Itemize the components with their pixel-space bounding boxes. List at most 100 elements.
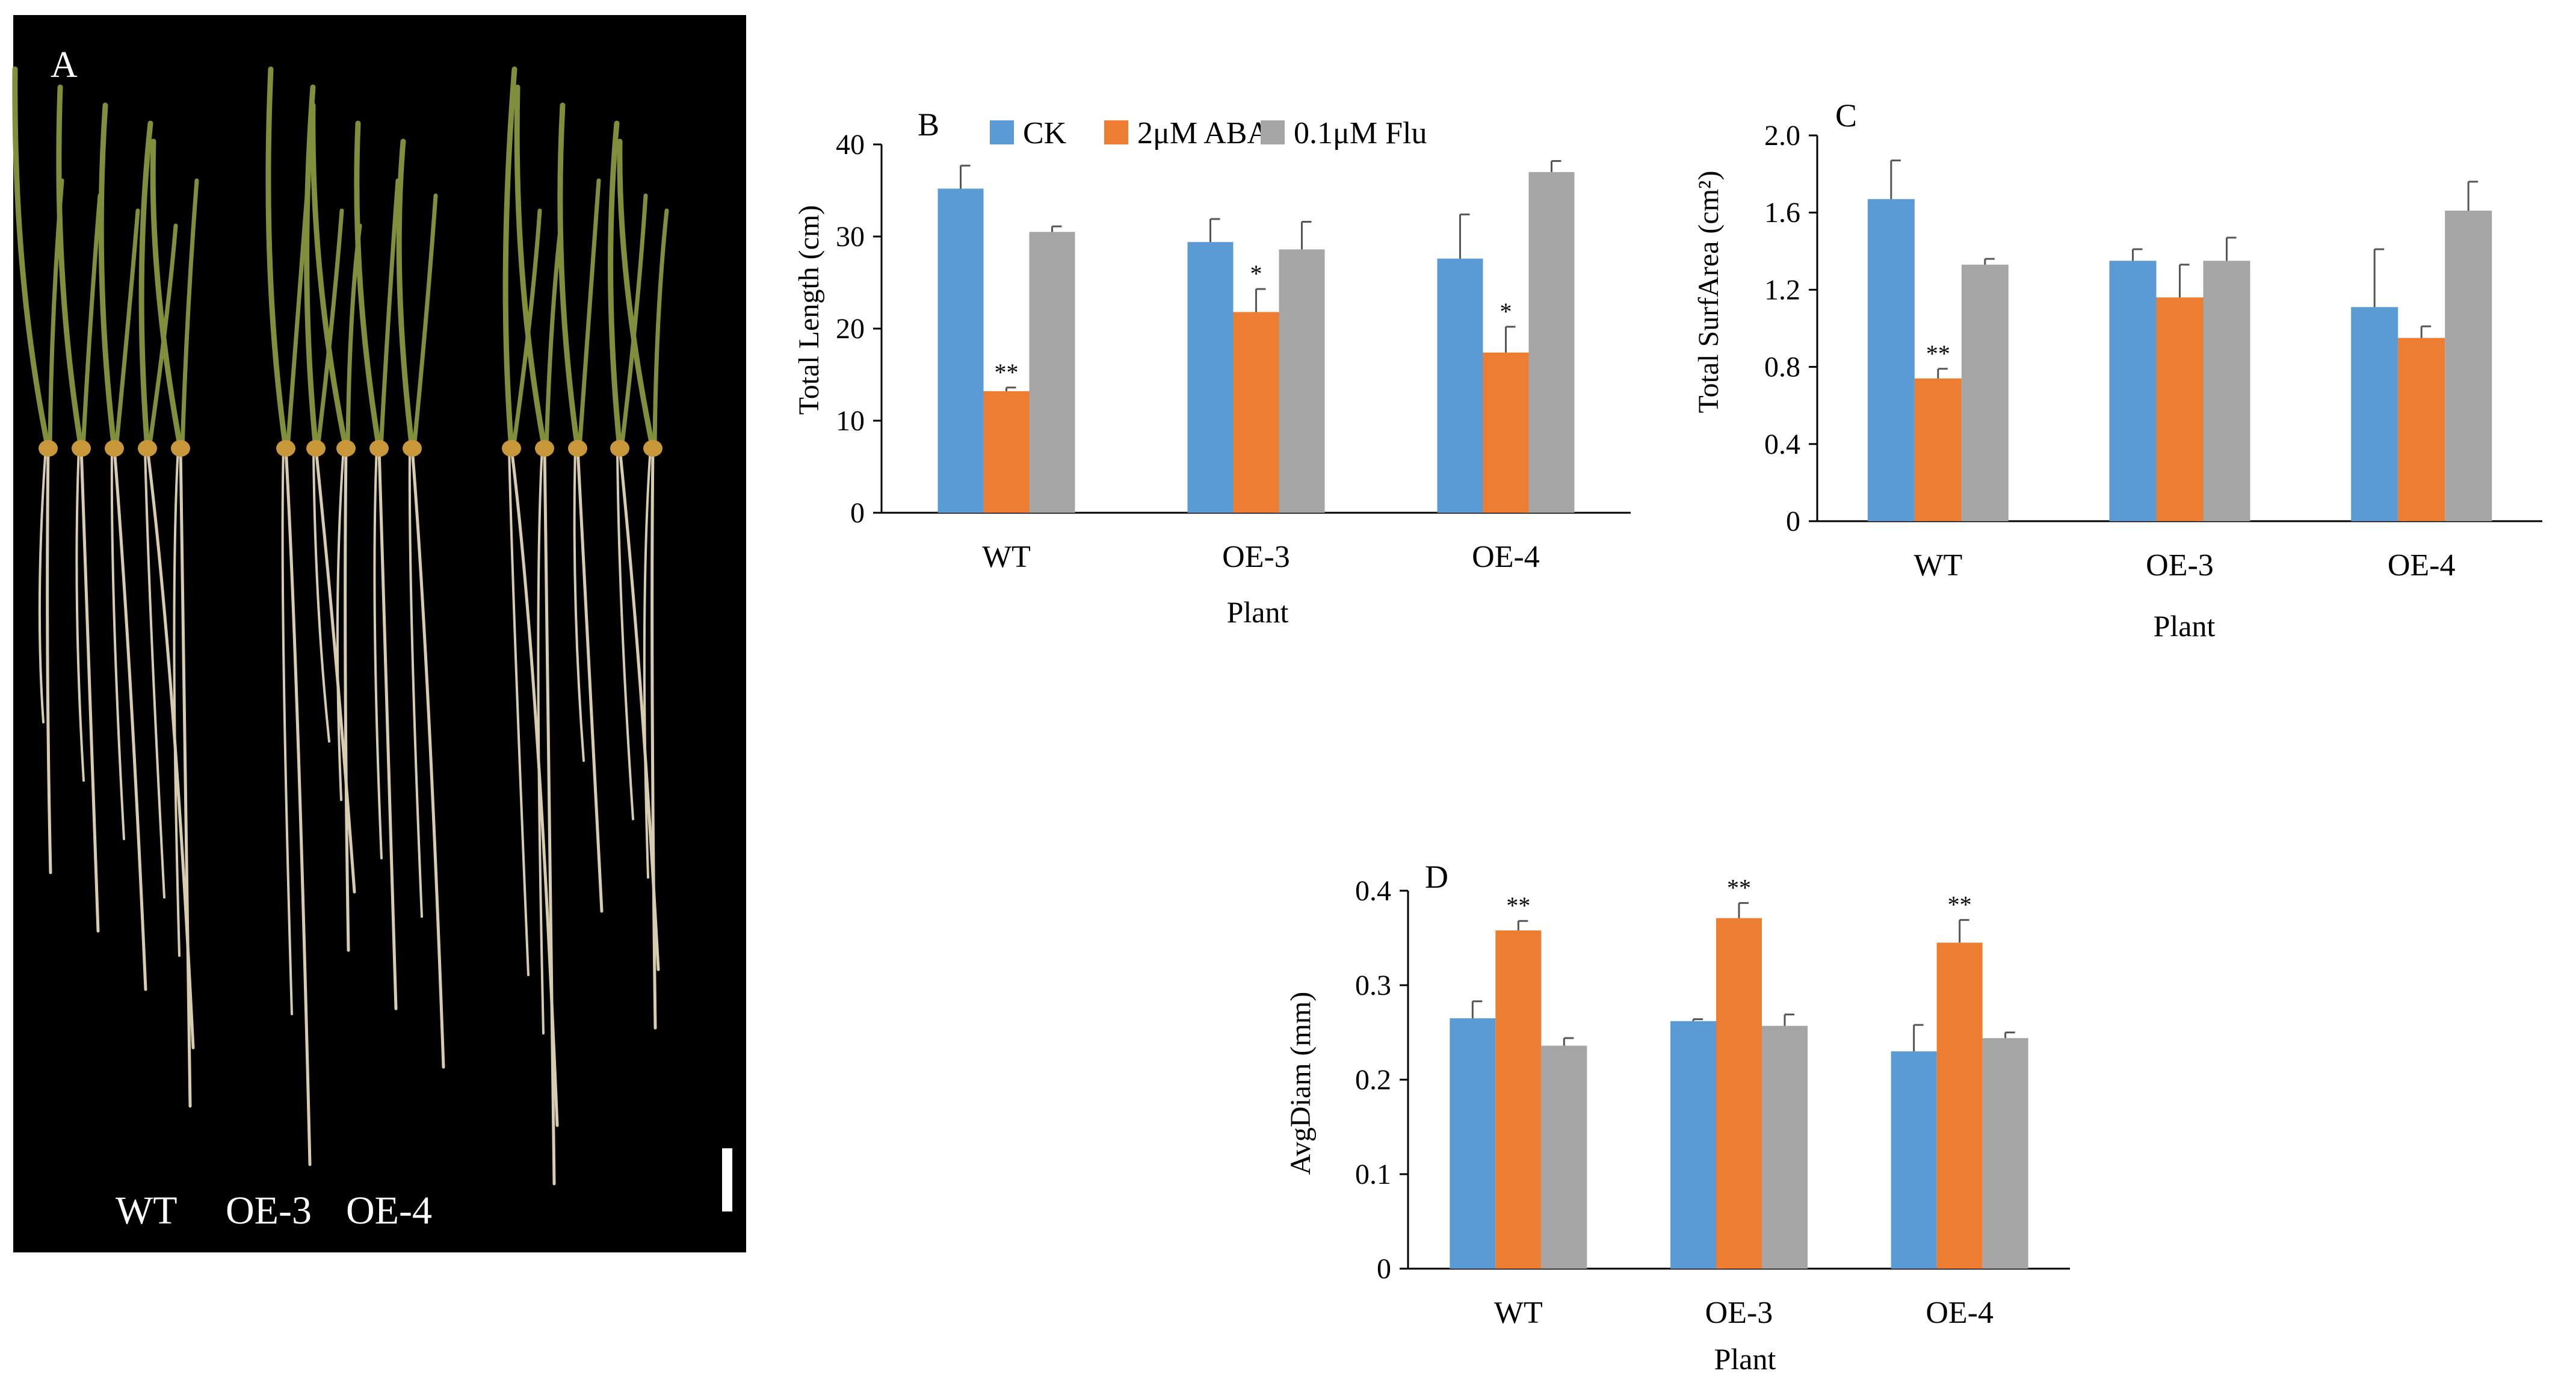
y-tick-label: 0	[1377, 1253, 1391, 1285]
y-tick-label: 10	[836, 405, 865, 437]
seedling	[12, 66, 64, 874]
chart-d-x-label: Plant	[1714, 1342, 1776, 1376]
bar	[2203, 261, 2250, 521]
seed	[105, 440, 124, 457]
seed	[306, 440, 326, 457]
significance-mark: *	[1250, 260, 1262, 287]
root	[312, 447, 330, 743]
chart-d: D AvgDiam (mm) Plant 0 0.1 0.2 0.3 0.4 ** WT **…	[1285, 859, 2070, 1376]
y-tick-label: 0.4	[1764, 429, 1800, 460]
significance-mark: **	[1727, 874, 1751, 901]
leaf	[310, 102, 349, 451]
leaf	[138, 120, 153, 451]
seedling	[150, 138, 199, 1108]
x-tick-label: OE-4	[1472, 540, 1540, 574]
root	[113, 447, 147, 991]
bar	[1437, 258, 1483, 513]
leaf	[502, 66, 517, 451]
root	[643, 447, 652, 879]
panel-b-label: B	[918, 107, 939, 143]
legend: CK 2μM ABA 0.1μM Flu	[990, 116, 1427, 150]
scale-bar	[722, 1148, 732, 1211]
bar	[2156, 297, 2204, 521]
x-tick-label: WT	[1913, 548, 1962, 583]
leaf	[265, 66, 289, 451]
seed	[403, 440, 422, 457]
bar	[1029, 232, 1075, 513]
leaf	[315, 208, 344, 451]
seed	[72, 440, 91, 457]
seed	[336, 440, 356, 457]
leaf	[619, 193, 648, 451]
chart-b: B Total Length (cm) Plant 010203040**WT*…	[793, 107, 1631, 629]
seed	[171, 440, 190, 457]
leaf	[180, 178, 199, 451]
leaf	[652, 208, 669, 451]
seed	[610, 440, 629, 457]
seedlings	[12, 66, 669, 1186]
bar	[1982, 1038, 2028, 1269]
chart-b-x-label: Plant	[1227, 595, 1289, 629]
genotype-label-oe4: OE-4	[346, 1189, 432, 1233]
seed	[276, 440, 295, 457]
seedling	[56, 84, 102, 933]
seedling	[304, 84, 356, 894]
x-tick-label: WT	[982, 540, 1031, 574]
panel-d-label: D	[1425, 859, 1448, 895]
seedling	[502, 66, 559, 1127]
root	[616, 447, 634, 820]
root	[373, 447, 383, 859]
bar	[1233, 312, 1279, 513]
panel-a-label: A	[51, 45, 78, 85]
seedling	[354, 120, 400, 1010]
y-tick-label: 0.4	[1355, 875, 1391, 907]
significance-mark: **	[995, 359, 1019, 386]
leaf	[56, 84, 84, 451]
genotype-label-wt: WT	[116, 1189, 178, 1233]
y-tick-label: 0.2	[1355, 1064, 1391, 1096]
seed	[502, 440, 521, 457]
chart-c: C Total SurfArea (cm²) Plant 0 0.4 0.8 1.2 1…	[1693, 97, 2542, 643]
leaf	[150, 138, 184, 451]
legend-swatch-flu	[1261, 120, 1285, 144]
y-tick-label: 0.8	[1764, 351, 1800, 383]
bar	[2398, 338, 2445, 521]
root	[144, 447, 165, 899]
y-tick-label: 0.1	[1355, 1159, 1391, 1190]
y-tick-label: 40	[836, 129, 865, 161]
significance-mark: **	[1926, 340, 1950, 367]
genotype-label-oe3: OE-3	[226, 1189, 312, 1233]
leaf	[608, 120, 623, 451]
bar	[1670, 1021, 1716, 1269]
x-tick-label: OE-3	[2146, 548, 2214, 583]
y-tick-label: 1.2	[1764, 274, 1800, 306]
leaf	[511, 208, 542, 451]
leaf	[378, 178, 400, 451]
seedling	[557, 102, 604, 913]
seedling	[396, 138, 445, 1069]
y-tick-label: 30	[836, 221, 865, 253]
bar	[1936, 942, 1983, 1269]
legend-label-flu: 0.1μM Flu	[1294, 116, 1427, 150]
root	[284, 447, 312, 1166]
leaf	[98, 102, 117, 451]
root	[179, 447, 192, 1108]
panel-a-photo: A WT OE-3 OE-4	[12, 15, 746, 1252]
chart-d-y-label: AvgDiam (mm)	[1285, 992, 1317, 1175]
chart-b-y-label: Total Length (cm)	[793, 205, 825, 415]
bar	[1483, 352, 1529, 513]
bar	[1867, 199, 1915, 521]
leaf	[114, 208, 140, 451]
x-tick-label: OE-3	[1705, 1296, 1773, 1330]
y-tick-label: 0	[850, 497, 865, 529]
legend-swatch-ck	[990, 120, 1014, 144]
seed	[138, 440, 157, 457]
root	[576, 447, 604, 913]
root	[110, 447, 125, 840]
seedling	[98, 102, 147, 991]
root	[344, 447, 350, 952]
legend-label-aba: 2μM ABA	[1137, 116, 1270, 150]
root	[46, 447, 52, 874]
bar	[937, 188, 984, 513]
